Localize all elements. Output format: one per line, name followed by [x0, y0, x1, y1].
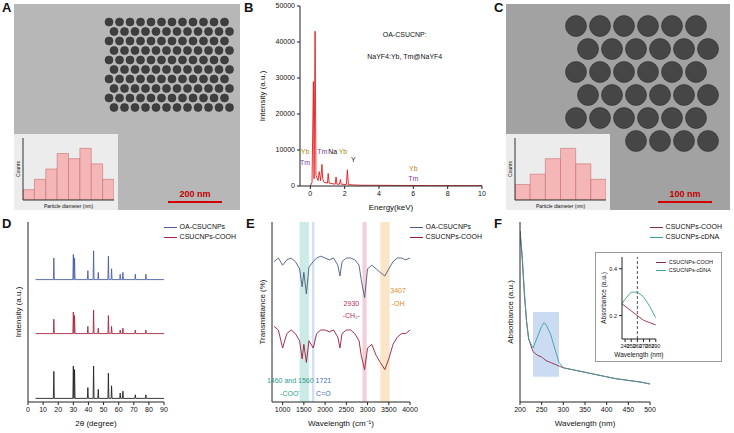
svg-text:Counts: Counts [507, 161, 513, 177]
svg-text:Yb: Yb [339, 148, 348, 155]
svg-text:1460 and 1560: 1460 and 1560 [267, 377, 314, 384]
svg-text:3000: 3000 [360, 406, 376, 413]
svg-text:OA-CSUCNP:: OA-CSUCNP: [383, 31, 427, 38]
svg-text:10: 10 [39, 406, 47, 413]
svg-text:NaYF4:Yb, Tm@NaYF4: NaYF4:Yb, Tm@NaYF4 [367, 53, 442, 60]
svg-text:80: 80 [145, 406, 153, 413]
svg-text:10000: 10000 [276, 146, 296, 153]
svg-text:0: 0 [26, 406, 30, 413]
html-text:CSUCNPs-COOH: CSUCNPs-COOH [425, 233, 482, 240]
svg-text:Absorbance (a.u.): Absorbance (a.u.) [600, 272, 608, 324]
svg-text:0: 0 [291, 182, 295, 189]
svg-text:60: 60 [115, 406, 123, 413]
svg-text:0: 0 [308, 190, 312, 197]
svg-text:Yb: Yb [409, 165, 418, 172]
svg-text:-COO⁻: -COO⁻ [280, 390, 301, 397]
html-text:OA-CSUCNPs: OA-CSUCNPs [179, 223, 226, 230]
svg-text:260: 260 [632, 342, 642, 349]
svg-text:10: 10 [478, 190, 486, 197]
svg-text:Y: Y [351, 156, 356, 163]
svg-text:Intensity (a.u.): Intensity (a.u.) [14, 286, 23, 337]
svg-text:290: 290 [651, 343, 660, 349]
svg-text:200: 200 [514, 406, 526, 413]
svg-text:Absorbance (a.u.): Absorbance (a.u.) [506, 280, 515, 344]
svg-text:Intensity (a.u.): Intensity (a.u.) [258, 70, 267, 121]
html-text:F: F [494, 216, 502, 231]
svg-text:-OH: -OH [392, 300, 405, 307]
html-text:D: D [2, 216, 12, 231]
svg-text:2930: 2930 [344, 300, 360, 307]
svg-text:C=O: C=O [316, 390, 331, 397]
html-text:E: E [246, 216, 255, 231]
svg-text:350: 350 [579, 406, 591, 413]
html-text:CSUCNPs-cDNA: CSUCNPs-cDNA [668, 267, 711, 274]
svg-text:3500: 3500 [381, 406, 397, 413]
html-text:CSUCNPs-COOH: CSUCNPs-COOH [179, 233, 236, 240]
svg-text:280: 280 [645, 342, 655, 349]
html-text:CSUCNPs-COOH: CSUCNPs-COOH [668, 258, 713, 265]
svg-text:300: 300 [557, 406, 569, 413]
svg-text:2500: 2500 [339, 406, 355, 413]
svg-text:450: 450 [623, 406, 635, 413]
svg-text:40: 40 [85, 406, 93, 413]
svg-text:2θ (degree): 2θ (degree) [75, 419, 117, 428]
html-text:OA-CSUCNPs: OA-CSUCNPs [425, 223, 472, 230]
html-text:A: A [2, 0, 12, 15]
svg-text:Tm: Tm [408, 175, 418, 182]
svg-text:50: 50 [100, 406, 108, 413]
svg-text:Counts: Counts [15, 161, 21, 177]
html-text:CSUCNPs-cDNA: CSUCNPs-cDNA [665, 233, 720, 240]
svg-text:2: 2 [343, 190, 347, 197]
svg-text:Tm: Tm [300, 159, 310, 166]
svg-text:20000: 20000 [276, 110, 296, 117]
svg-text:Yb: Yb [301, 148, 310, 155]
svg-text:0.2: 0.2 [609, 313, 617, 319]
svg-text:Tm: Tm [317, 148, 327, 155]
svg-text:500: 500 [644, 406, 656, 413]
svg-text:50000: 50000 [276, 2, 296, 9]
svg-text:1500: 1500 [296, 406, 312, 413]
html-text:CSUCNPs-COOH: CSUCNPs-COOH [665, 223, 722, 230]
svg-text:2000: 2000 [317, 406, 333, 413]
svg-text:-CH₂-: -CH₂- [343, 312, 361, 319]
svg-text:8: 8 [446, 190, 450, 197]
svg-text:270: 270 [638, 342, 649, 349]
svg-text:20: 20 [54, 406, 62, 413]
svg-text:4000: 4000 [402, 406, 418, 413]
svg-text:1000: 1000 [275, 406, 291, 413]
html-text:B: B [244, 0, 254, 15]
svg-text:4: 4 [377, 190, 381, 197]
svg-text:Na: Na [328, 148, 337, 155]
svg-text:400: 400 [601, 406, 613, 413]
svg-text:250: 250 [626, 342, 636, 349]
svg-text:Transmittance (%): Transmittance (%) [258, 279, 267, 344]
svg-text:100 nm: 100 nm [669, 189, 700, 199]
svg-text:0.4: 0.4 [609, 266, 617, 272]
svg-text:1721: 1721 [316, 377, 332, 384]
svg-text:3407: 3407 [390, 287, 406, 294]
svg-text:Wavelength (nm): Wavelength (nm) [614, 351, 663, 359]
svg-text:30: 30 [69, 406, 77, 413]
svg-text:Wavelength (nm): Wavelength (nm) [555, 419, 616, 428]
svg-text:250: 250 [536, 406, 548, 413]
svg-text:200 nm: 200 nm [179, 189, 210, 199]
svg-text:Energy(keV): Energy(keV) [369, 203, 414, 212]
svg-text:Wavelength (cm⁻¹): Wavelength (cm⁻¹) [308, 419, 374, 428]
svg-text:Particle diameter (nm): Particle diameter (nm) [536, 203, 586, 209]
svg-text:6: 6 [411, 190, 415, 197]
svg-text:240: 240 [620, 342, 630, 349]
svg-text:40000: 40000 [276, 38, 296, 45]
svg-text:70: 70 [130, 406, 138, 413]
svg-text:Particle diameter (nm): Particle diameter (nm) [44, 203, 94, 209]
svg-text:30000: 30000 [276, 74, 296, 81]
html-text:C: C [494, 0, 504, 15]
svg-text:90: 90 [160, 406, 168, 413]
